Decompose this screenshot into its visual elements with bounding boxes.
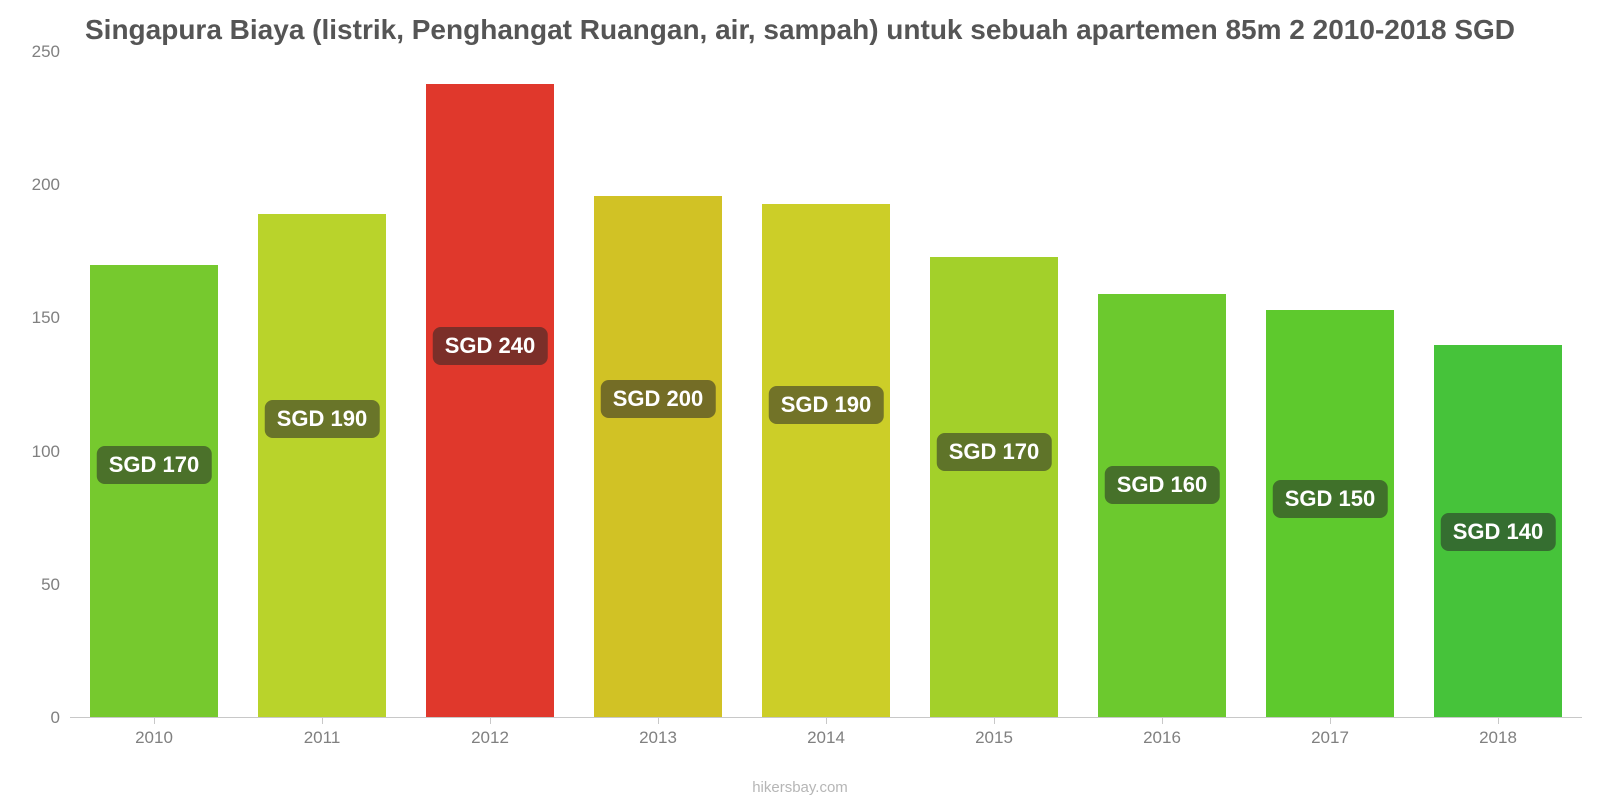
x-tick-label: 2018 [1414, 722, 1582, 752]
bar-slot: SGD 190 [742, 52, 910, 717]
bar-value-label: SGD 160 [1105, 466, 1220, 504]
x-tick-label: 2012 [406, 722, 574, 752]
bar-value-label: SGD 200 [601, 380, 716, 418]
bar-value-label: SGD 240 [433, 327, 548, 365]
bar-value-label: SGD 170 [937, 433, 1052, 471]
x-tick-label: 2010 [70, 722, 238, 752]
plot-area: SGD 170 SGD 190 SGD 240 SGD 200 SGD 190 SGD 1… [70, 52, 1582, 718]
y-tick-label: 200 [14, 175, 60, 195]
bar [258, 214, 386, 717]
bar-value-label: SGD 190 [265, 400, 380, 438]
bar [90, 265, 218, 717]
plot: 050100150200250 SGD 170SGD 190SGD 240SGD… [14, 52, 1586, 752]
x-tick-label: 2017 [1246, 722, 1414, 752]
y-tick-label: 100 [14, 442, 60, 462]
bar [930, 257, 1058, 717]
x-tick-label: 2016 [1078, 722, 1246, 752]
bar [1098, 294, 1226, 717]
bar-value-label: SGD 190 [769, 386, 884, 424]
y-tick-label: 50 [14, 575, 60, 595]
chart-footer: hikersbay.com [0, 779, 1600, 796]
chart-container: Singapura Biaya (listrik, Penghangat Rua… [0, 0, 1600, 800]
y-tick-label: 150 [14, 308, 60, 328]
bars-group: SGD 170 SGD 190 SGD 240 SGD 200 SGD 190 SGD 1… [70, 52, 1582, 717]
bar-value-label: SGD 150 [1273, 480, 1388, 518]
bar [594, 196, 722, 717]
x-tick-label: 2014 [742, 722, 910, 752]
bar-value-label: SGD 140 [1441, 513, 1556, 551]
bar-slot: SGD 140 [1414, 52, 1582, 717]
y-axis-ticks: 050100150200250 [14, 52, 66, 718]
bar-slot: SGD 170 [70, 52, 238, 717]
bar-slot: SGD 200 [574, 52, 742, 717]
x-tick-label: 2013 [574, 722, 742, 752]
y-tick-label: 0 [14, 708, 60, 728]
bar-slot: SGD 240 [406, 52, 574, 717]
bar-slot: SGD 160 [1078, 52, 1246, 717]
bar-slot: SGD 190 [238, 52, 406, 717]
bar [426, 84, 554, 717]
x-axis-ticks: 201020112012201320142015201620172018 [70, 722, 1582, 752]
bar-value-label: SGD 170 [97, 446, 212, 484]
bar-slot: SGD 170 [910, 52, 1078, 717]
x-tick-label: 2011 [238, 722, 406, 752]
bar-slot: SGD 150 [1246, 52, 1414, 717]
bar [762, 204, 890, 717]
x-tick-label: 2015 [910, 722, 1078, 752]
y-tick-label: 250 [14, 42, 60, 62]
chart-title: Singapura Biaya (listrik, Penghangat Rua… [14, 14, 1586, 46]
